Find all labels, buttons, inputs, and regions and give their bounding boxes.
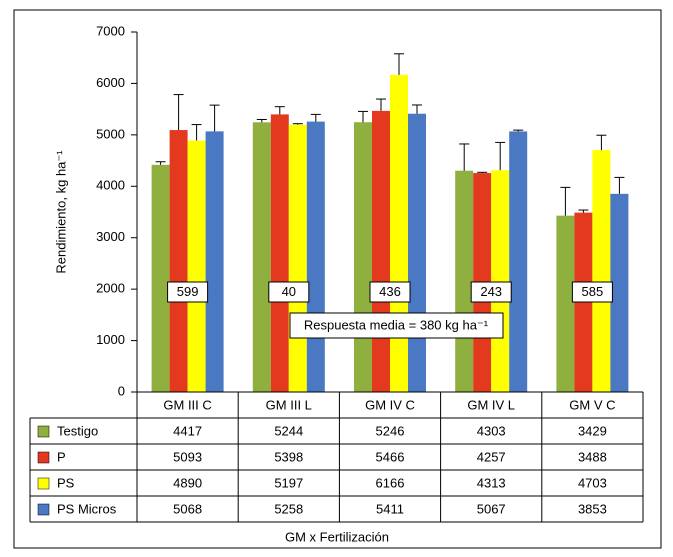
annotation: 436 xyxy=(379,284,401,299)
error-bar xyxy=(614,176,625,194)
legend-swatch xyxy=(37,477,50,490)
annotation-box xyxy=(470,281,512,303)
bar xyxy=(288,124,307,393)
legend-label: PS xyxy=(57,475,75,490)
annotation-box xyxy=(369,281,411,303)
y-tick-label: 0 xyxy=(118,383,125,398)
legend-label: P xyxy=(57,449,66,464)
table-cell: 4303 xyxy=(477,423,506,438)
table-cell: 4703 xyxy=(578,475,607,490)
mean-box xyxy=(289,312,504,339)
annotation-box xyxy=(268,281,310,303)
y-tick-label: 5000 xyxy=(96,126,125,141)
table-cell: 4313 xyxy=(477,475,506,490)
error-bar xyxy=(209,104,220,132)
table-cell: 4890 xyxy=(173,475,202,490)
table-cell: 3488 xyxy=(578,449,607,464)
error-bar xyxy=(274,106,285,115)
table-cell: 5246 xyxy=(376,423,405,438)
x-tick-label: GM V C xyxy=(569,397,615,412)
error-bar xyxy=(459,143,470,171)
bar xyxy=(592,150,611,392)
bar xyxy=(372,110,390,393)
y-tick-label: 2000 xyxy=(96,281,125,296)
table-cell: 5398 xyxy=(274,449,303,464)
x-tick-label: GM IV L xyxy=(467,397,515,412)
bar xyxy=(390,74,408,393)
error-bar xyxy=(477,171,488,174)
frame xyxy=(13,9,662,549)
table-cell: 3429 xyxy=(578,423,607,438)
error-bar xyxy=(173,94,184,131)
y-axis-label: Rendimiento, kg ha⁻¹ xyxy=(53,150,68,274)
bar xyxy=(270,114,289,392)
annotation: 599 xyxy=(177,284,199,299)
annotation-box xyxy=(167,281,209,303)
legend-label: Testigo xyxy=(57,423,98,438)
error-bar xyxy=(358,110,368,123)
table-cell: 5466 xyxy=(376,449,405,464)
mean-response: Respuesta media = 380 kg ha⁻¹ xyxy=(304,317,489,332)
table-cell: 5067 xyxy=(477,501,506,516)
bar xyxy=(205,131,224,393)
error-bar xyxy=(256,118,267,123)
bar xyxy=(556,215,575,392)
table-cell: 5244 xyxy=(274,423,303,438)
table-cell: 5093 xyxy=(173,449,202,464)
bar xyxy=(187,140,206,392)
annotation: 40 xyxy=(282,284,296,299)
error-bar xyxy=(191,124,202,141)
annotation: 243 xyxy=(480,284,502,299)
error-bar xyxy=(596,134,607,151)
bar xyxy=(455,170,474,392)
bar xyxy=(252,122,271,393)
error-bar xyxy=(513,129,524,132)
annotation: 585 xyxy=(582,284,604,299)
bar xyxy=(509,131,528,392)
bar xyxy=(169,130,188,392)
error-bar xyxy=(495,141,506,171)
error-bar xyxy=(394,53,404,75)
error-bar xyxy=(578,209,589,213)
annotation-box xyxy=(571,281,613,303)
table-cell: 4257 xyxy=(477,449,506,464)
error-bar xyxy=(376,98,386,111)
table-cell: 5258 xyxy=(274,501,303,516)
y-tick-label: 1000 xyxy=(96,332,125,347)
table-cell: 5068 xyxy=(173,501,202,516)
y-tick-label: 6000 xyxy=(96,75,125,90)
bar xyxy=(491,170,510,392)
x-axis-label: GM x Fertilización xyxy=(285,529,389,544)
y-tick-label: 4000 xyxy=(96,178,125,193)
bar xyxy=(610,193,629,392)
error-bar xyxy=(412,104,422,114)
legend-label: PS Micros xyxy=(57,501,117,516)
y-tick-label: 3000 xyxy=(96,229,125,244)
table-cell: 6166 xyxy=(376,475,405,490)
error-bar xyxy=(292,123,303,125)
bar xyxy=(151,164,170,392)
legend-swatch xyxy=(37,451,50,464)
error-bar xyxy=(155,161,166,165)
x-tick-label: GM III C xyxy=(163,397,211,412)
error-bar xyxy=(310,113,321,122)
table-cell: 5411 xyxy=(376,501,404,516)
table-cell: 5197 xyxy=(274,475,303,490)
table-cell: 3853 xyxy=(578,501,607,516)
error-bar xyxy=(560,186,571,216)
legend-swatch xyxy=(37,425,50,438)
bar xyxy=(408,113,426,392)
table-cell: 4417 xyxy=(173,423,202,438)
bar xyxy=(306,121,325,393)
x-tick-label: GM III L xyxy=(266,397,312,412)
bar xyxy=(354,122,372,392)
x-tick-label: GM IV C xyxy=(365,397,415,412)
legend-swatch xyxy=(37,503,50,516)
y-tick-label: 7000 xyxy=(96,23,125,38)
